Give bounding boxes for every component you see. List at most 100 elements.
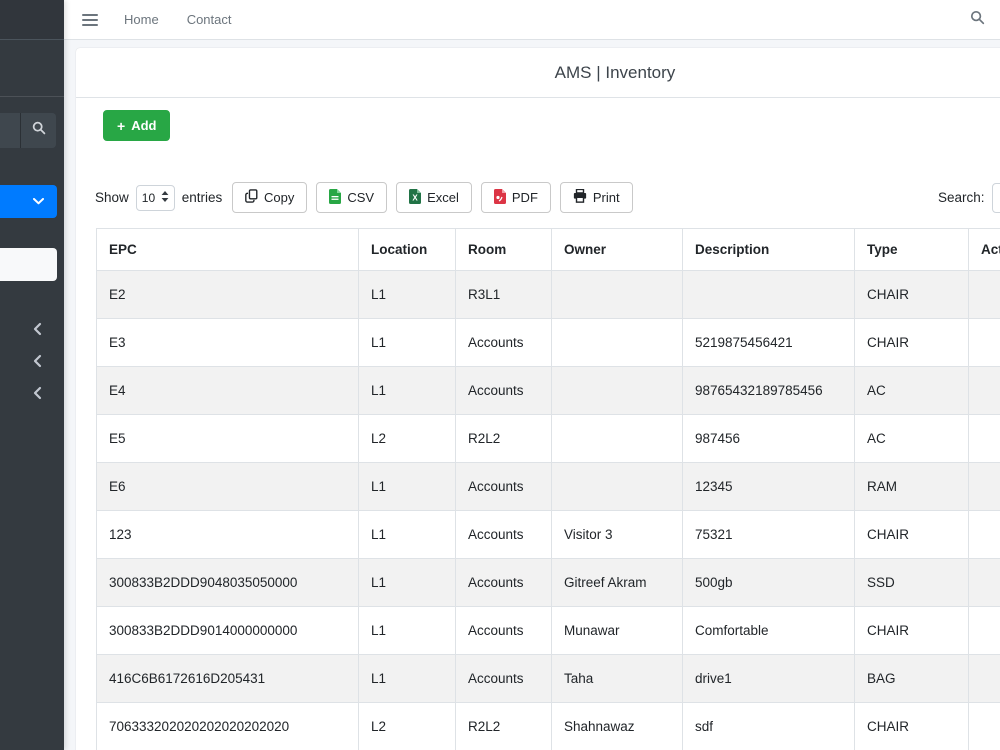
hamburger-icon[interactable]	[82, 13, 98, 26]
pdf-button[interactable]: PDF	[480, 182, 551, 213]
table-cell: L1	[358, 366, 456, 415]
table-cell: L1	[358, 558, 456, 607]
table-cell: Accounts	[455, 366, 552, 415]
table-row: 300833B2DDD9014000000000 L1 Accounts Munawa…	[96, 606, 1000, 655]
column-header-epc[interactable]: EPC	[96, 228, 359, 271]
table-cell: sdf	[682, 702, 855, 750]
csv-button[interactable]: CSV	[316, 182, 388, 213]
table-cell: 75321	[682, 510, 855, 559]
export-button-label: Excel	[427, 190, 459, 205]
table-cell: CHAIR	[854, 510, 969, 559]
table-cell: CHAIR	[854, 318, 969, 367]
table-cell: Shahnawaz	[551, 702, 683, 750]
top-navbar: Home Contact	[64, 0, 1000, 40]
excel-button[interactable]: X Excel	[396, 182, 472, 213]
table-cell	[551, 318, 683, 367]
chevron-left-icon[interactable]	[32, 386, 44, 400]
table-search-control: Search:	[938, 182, 1000, 213]
pdf-file-icon	[493, 188, 506, 207]
table-cell: BAG	[854, 654, 969, 703]
table-cell: 300833B2DDD9048035050000	[96, 558, 359, 607]
table-row: E6 L1 Accounts 12345 RAM	[96, 462, 1000, 511]
table-row: 416C6B6172616D205431 L1 Accounts Taha drive1…	[96, 654, 1000, 703]
table-cell: E5	[96, 414, 359, 463]
table-search-input[interactable]	[991, 182, 1000, 213]
table-cell: Taha	[551, 654, 683, 703]
table-body: E2 L1 R3L1 CHAIR E3 L1 Accounts 5219875456421 CH…	[96, 270, 1000, 750]
table-cell: 98765432189785456	[682, 366, 855, 415]
print-icon	[573, 188, 587, 206]
table-cell: L2	[358, 414, 456, 463]
table-cell	[551, 366, 683, 415]
sidebar-item-active[interactable]	[0, 185, 57, 218]
column-header-description[interactable]: Description	[682, 228, 855, 271]
sidebar-search-input[interactable]	[0, 113, 56, 148]
table-row: E2 L1 R3L1 CHAIR	[96, 270, 1000, 319]
table-cell: L1	[358, 462, 456, 511]
export-button-group: Copy CSV	[232, 182, 633, 213]
export-button-label: Copy	[264, 190, 295, 205]
table-cell	[968, 558, 1000, 607]
table-cell: 300833B2DDD9014000000000	[96, 606, 359, 655]
column-header-owner[interactable]: Owner	[551, 228, 683, 271]
column-header-type[interactable]: Type	[854, 228, 969, 271]
card-header: AMS | Inventory	[76, 48, 1000, 98]
table-cell: 416C6B6172616D205431	[96, 654, 359, 703]
table-cell	[551, 270, 683, 319]
page-length-value: 10	[141, 190, 156, 205]
copy-button[interactable]: Copy	[232, 182, 308, 213]
table-cell	[968, 414, 1000, 463]
column-header-location[interactable]: Location	[358, 228, 456, 271]
plus-icon: +	[117, 117, 126, 134]
column-header-action[interactable]: Action	[968, 228, 1000, 271]
table-cell: SSD	[854, 558, 969, 607]
table-header: EPC Location Room Owner Description Type…	[96, 228, 1000, 271]
copy-icon	[245, 189, 258, 206]
table-header-row: EPC Location Room Owner Description Type…	[96, 228, 1000, 271]
table-cell	[968, 654, 1000, 703]
table-cell: Accounts	[455, 606, 552, 655]
table-cell	[968, 606, 1000, 655]
table-cell	[551, 462, 683, 511]
page-length-select[interactable]: 10	[135, 184, 175, 211]
search-icon	[32, 121, 46, 140]
sidebar-item-selected[interactable]	[0, 248, 57, 281]
table-cell: Gitreef Akram	[551, 558, 683, 607]
table-row: E4 L1 Accounts 98765432189785456 AC	[96, 366, 1000, 415]
table-cell: R2L2	[455, 414, 552, 463]
entries-label: entries	[181, 190, 223, 205]
page-length-control: Show 10 entries	[95, 182, 222, 213]
page-title: AMS | Inventory	[554, 62, 676, 82]
sidebar	[0, 0, 64, 750]
table-cell: 5219875456421	[682, 318, 855, 367]
table-row: E5 L2 R2L2 987456 AC	[96, 414, 1000, 463]
table-cell: E6	[96, 462, 359, 511]
table-cell	[968, 366, 1000, 415]
add-button-label: Add	[131, 118, 157, 133]
print-button[interactable]: Print	[559, 182, 633, 213]
table-cell: CHAIR	[854, 702, 969, 750]
table-cell	[968, 318, 1000, 367]
add-button[interactable]: + Add	[103, 110, 171, 141]
table-cell: CHAIR	[854, 270, 969, 319]
table-cell: AC	[854, 366, 969, 415]
sidebar-brand	[0, 0, 64, 40]
column-header-room[interactable]: Room	[455, 228, 552, 271]
search-icon[interactable]	[970, 10, 985, 30]
svg-text:X: X	[412, 193, 418, 202]
export-button-label: Print	[592, 190, 620, 205]
table-cell: drive1	[682, 654, 855, 703]
chevron-left-icon[interactable]	[32, 322, 44, 336]
nav-link-contact[interactable]: Contact	[186, 12, 232, 27]
chevron-left-icon[interactable]	[32, 354, 44, 368]
table-cell: Accounts	[455, 318, 552, 367]
table-cell: L1	[358, 510, 456, 559]
nav-link-home[interactable]: Home	[124, 12, 159, 27]
table-cell: L2	[358, 702, 456, 750]
table-cell: R3L1	[455, 270, 552, 319]
sidebar-search-button[interactable]	[20, 113, 56, 148]
table-cell	[968, 510, 1000, 559]
caret-updown-icon	[161, 190, 169, 205]
sidebar-user-panel	[0, 41, 64, 97]
